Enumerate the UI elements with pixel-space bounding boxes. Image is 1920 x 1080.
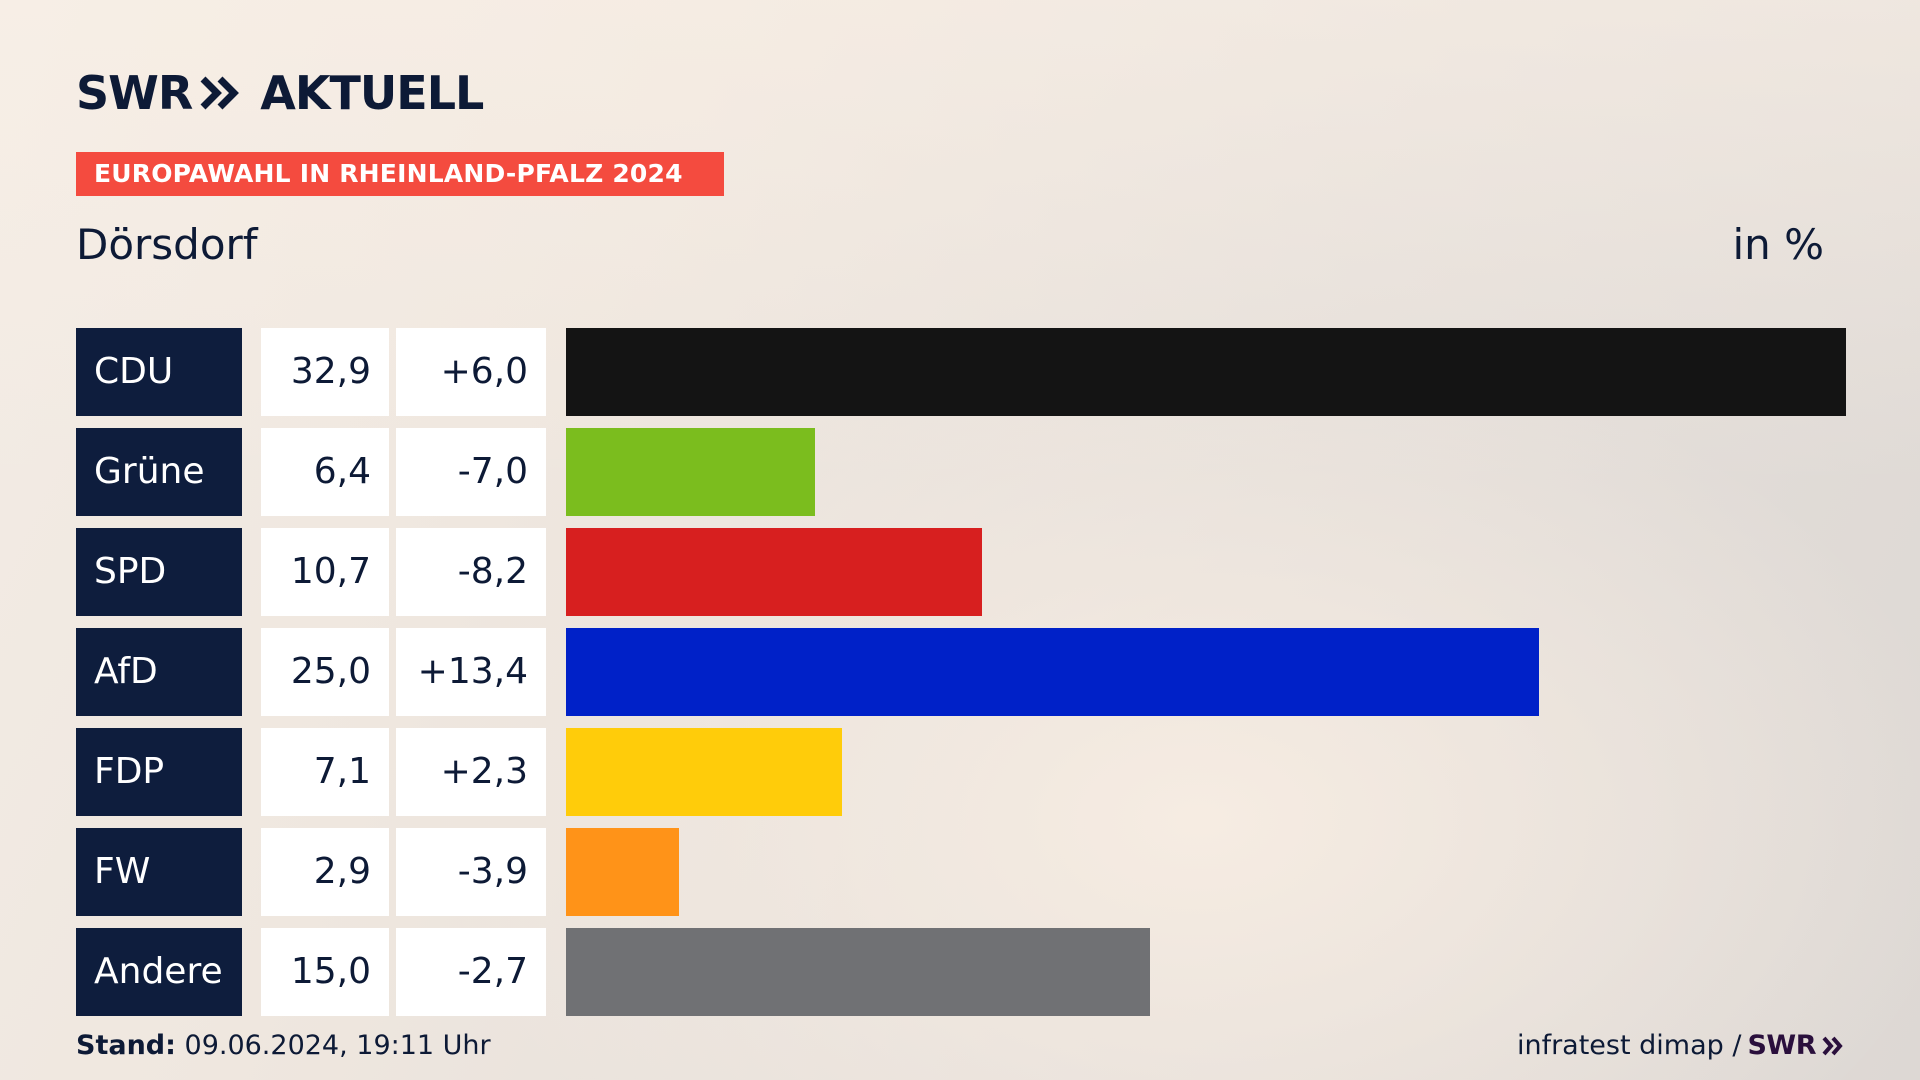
change-value: -8,2 xyxy=(396,528,546,616)
swr-aktuell-logo: SWR AKTUELL xyxy=(76,66,484,120)
stand-timestamp: Stand: 09.06.2024, 19:11 Uhr xyxy=(76,1030,491,1061)
share-value: 10,7 xyxy=(261,528,389,616)
result-row-grüne: Grüne 6,4 -7,0 xyxy=(76,428,1846,516)
change-value: -3,9 xyxy=(396,828,546,916)
bar-cdu xyxy=(566,328,1846,416)
change-value: +6,0 xyxy=(396,328,546,416)
share-value: 6,4 xyxy=(261,428,389,516)
bar-spd xyxy=(566,528,982,616)
share-value: 15,0 xyxy=(261,928,389,1016)
bar-fw xyxy=(566,828,679,916)
logo-swr-text: SWR xyxy=(76,66,193,120)
share-value: 25,0 xyxy=(261,628,389,716)
footer-swr-logo: SWR xyxy=(1747,1030,1816,1061)
bar-afd xyxy=(566,628,1539,716)
result-row-andere: Andere 15,0 -2,7 xyxy=(76,928,1846,1016)
result-row-afd: AfD 25,0 +13,4 xyxy=(76,628,1846,716)
party-label: SPD xyxy=(76,528,242,616)
election-title-banner: EUROPAWAHL IN RHEINLAND-PFALZ 2024 xyxy=(76,152,724,196)
stand-label: Stand: xyxy=(76,1030,176,1061)
logo-aktuell-text: AKTUELL xyxy=(260,66,484,120)
result-row-fw: FW 2,9 -3,9 xyxy=(76,828,1846,916)
footer-double-chevron-icon xyxy=(1822,1036,1844,1056)
share-value: 32,9 xyxy=(261,328,389,416)
unit-label: in % xyxy=(1732,220,1824,269)
place-name: Dörsdorf xyxy=(76,220,258,269)
party-label: CDU xyxy=(76,328,242,416)
change-value: -7,0 xyxy=(396,428,546,516)
bar-grüne xyxy=(566,428,815,516)
change-value: +13,4 xyxy=(396,628,546,716)
party-label: Andere xyxy=(76,928,242,1016)
change-value: -2,7 xyxy=(396,928,546,1016)
share-value: 7,1 xyxy=(261,728,389,816)
share-value: 2,9 xyxy=(261,828,389,916)
source-text: infratest dimap / xyxy=(1516,1030,1742,1061)
result-row-spd: SPD 10,7 -8,2 xyxy=(76,528,1846,616)
bar-fdp xyxy=(566,728,842,816)
result-row-cdu: CDU 32,9 +6,0 xyxy=(76,328,1846,416)
result-row-fdp: FDP 7,1 +2,3 xyxy=(76,728,1846,816)
bar-andere xyxy=(566,928,1150,1016)
stand-value: 09.06.2024, 19:11 Uhr xyxy=(184,1030,491,1061)
change-value: +2,3 xyxy=(396,728,546,816)
party-label: Grüne xyxy=(76,428,242,516)
party-label: FW xyxy=(76,828,242,916)
party-label: FDP xyxy=(76,728,242,816)
source-credit: infratest dimap / SWR xyxy=(1517,1030,1844,1061)
double-chevron-icon xyxy=(200,76,240,110)
party-label: AfD xyxy=(76,628,242,716)
